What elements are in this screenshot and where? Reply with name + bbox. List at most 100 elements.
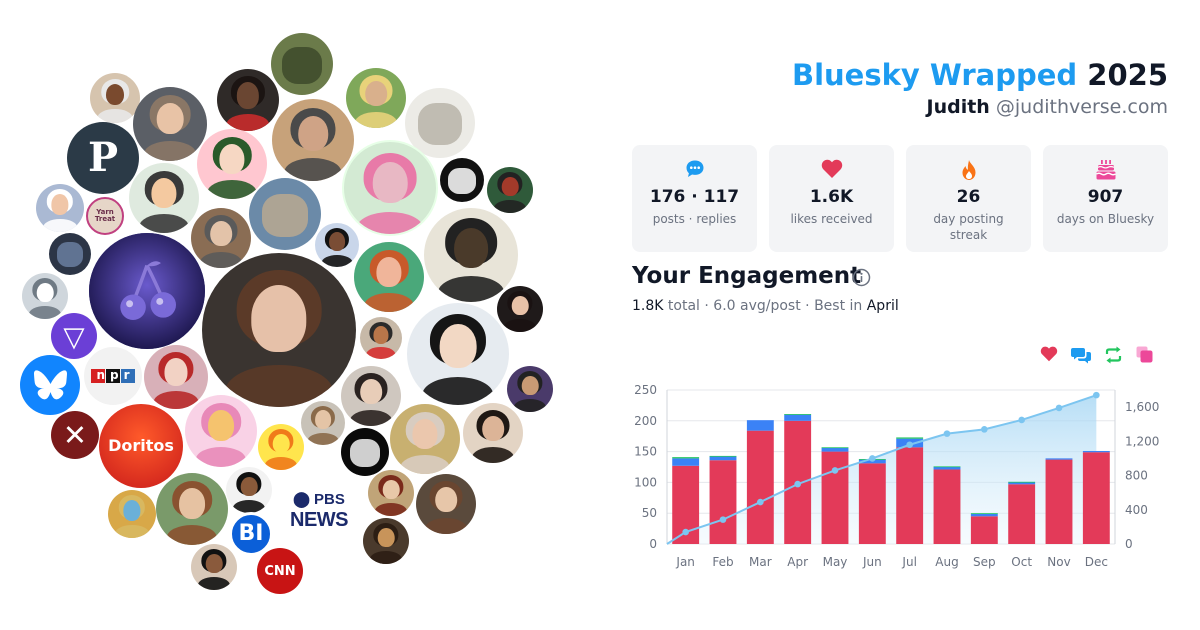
bar-segment (784, 414, 812, 415)
avatar (89, 233, 205, 349)
stat-label: posts · replies (652, 212, 737, 226)
avatar (315, 223, 359, 267)
x-tick: Oct (1011, 555, 1032, 569)
stat-label: day posting streak (933, 212, 1004, 242)
cumulative-point (1018, 416, 1025, 424)
avatar-label: P (87, 134, 119, 181)
avatar (271, 33, 333, 95)
avatar (133, 87, 207, 161)
y-tick-right: 400 (1125, 503, 1148, 517)
avatar (416, 474, 476, 534)
avatar (144, 345, 208, 409)
avatar: ▽ (51, 313, 97, 359)
y-tick-right: 0 (1125, 537, 1133, 551)
pbs-label: ⬤ PBS (293, 491, 345, 508)
avatar (301, 401, 345, 445)
x-tick: Apr (787, 555, 808, 569)
y-tick-left: 250 (634, 383, 657, 397)
bar-segment (1008, 482, 1036, 485)
avatar: P (67, 122, 139, 194)
avatar (202, 253, 356, 407)
cumulative-point (1055, 404, 1063, 412)
heart-icon (821, 159, 842, 178)
y-tick-left: 150 (634, 445, 657, 459)
bar-segment (858, 463, 886, 544)
bar-segment (1045, 459, 1073, 544)
y-tick-left: 100 (634, 475, 657, 489)
cumulative-point (943, 430, 951, 437)
avatar (405, 88, 475, 158)
avatar (368, 470, 414, 516)
avatar (191, 544, 237, 590)
cake-icon (1095, 160, 1116, 180)
avatar (507, 366, 553, 412)
avatar (342, 140, 438, 236)
engagement-summary: 1.8K total · 6.0 avg/post · Best in Apri… (632, 298, 899, 314)
avatar: Doritos (99, 404, 183, 488)
user-handle: @judithverse.com (995, 96, 1168, 118)
cumulative-point (906, 441, 913, 449)
y-tick-left: 200 (634, 414, 657, 428)
avatar (258, 424, 304, 470)
info-icon[interactable] (852, 268, 871, 287)
avatar (197, 129, 267, 199)
cumulative-point (794, 480, 801, 488)
avatar-pbs-news: ⬤ PBS NEWS (289, 490, 349, 534)
y-tick-left: 0 (649, 537, 657, 551)
avatar (129, 163, 199, 233)
stat-value: 26 (956, 187, 981, 207)
engagement-best-prefix: Best in (814, 298, 863, 314)
bar-segment (933, 469, 961, 544)
bar-segment (896, 447, 924, 544)
chart-legend (1040, 346, 1153, 364)
x-tick: Dec (1085, 555, 1108, 569)
stat-card-days: 907 days on Bluesky (1043, 145, 1168, 252)
engagement-best-month: April (866, 298, 899, 314)
avatar-label: Yarn Treat (94, 208, 116, 223)
logo-glyph: ✕ (62, 418, 88, 452)
npr-label: npr (96, 368, 135, 382)
avatar (346, 68, 406, 128)
title-brand: Bluesky Wrapped (791, 58, 1078, 92)
avatar-label: BI (238, 521, 264, 546)
avatar (108, 490, 156, 538)
avatar: CNN (257, 548, 303, 594)
x-tick: Mar (749, 555, 772, 569)
avatar (354, 242, 424, 312)
cumulative-point (719, 516, 727, 523)
avatar (49, 233, 91, 275)
x-tick: Jul (901, 555, 916, 569)
replies-icon[interactable] (1071, 346, 1091, 364)
stat-value: 176 · 117 (649, 187, 740, 207)
avatar (424, 208, 518, 302)
avatar (36, 184, 84, 232)
bar-segment (933, 466, 961, 468)
engagement-title: Your Engagement (632, 263, 862, 289)
stat-value: 1.6K (809, 187, 854, 207)
avatar (249, 178, 321, 250)
quotes-icon[interactable] (1136, 346, 1153, 363)
bar-segment (970, 513, 998, 514)
avatar: Yarn Treat (86, 197, 124, 235)
cumulative-point (831, 467, 839, 474)
bar-segment (672, 457, 700, 459)
avatar (22, 273, 68, 319)
avatar (20, 355, 80, 415)
bar-segment (1082, 452, 1110, 544)
page-title: Bluesky Wrapped 2025 (792, 58, 1168, 92)
bar-segment (896, 437, 924, 439)
x-tick: Sep (973, 555, 996, 569)
avatar (497, 286, 543, 332)
reposts-icon[interactable] (1104, 346, 1123, 364)
avatar (407, 303, 509, 405)
likes-icon[interactable] (1040, 346, 1058, 362)
stat-label: likes received (790, 212, 873, 226)
flame-icon (962, 160, 975, 180)
cumulative-point (682, 528, 689, 536)
avatar (272, 99, 354, 181)
title-year: 2025 (1087, 58, 1168, 92)
avatar: npr (84, 347, 142, 405)
bar-segment (746, 420, 774, 431)
x-tick: Nov (1047, 555, 1070, 569)
avatar-label: CNN (264, 563, 296, 579)
